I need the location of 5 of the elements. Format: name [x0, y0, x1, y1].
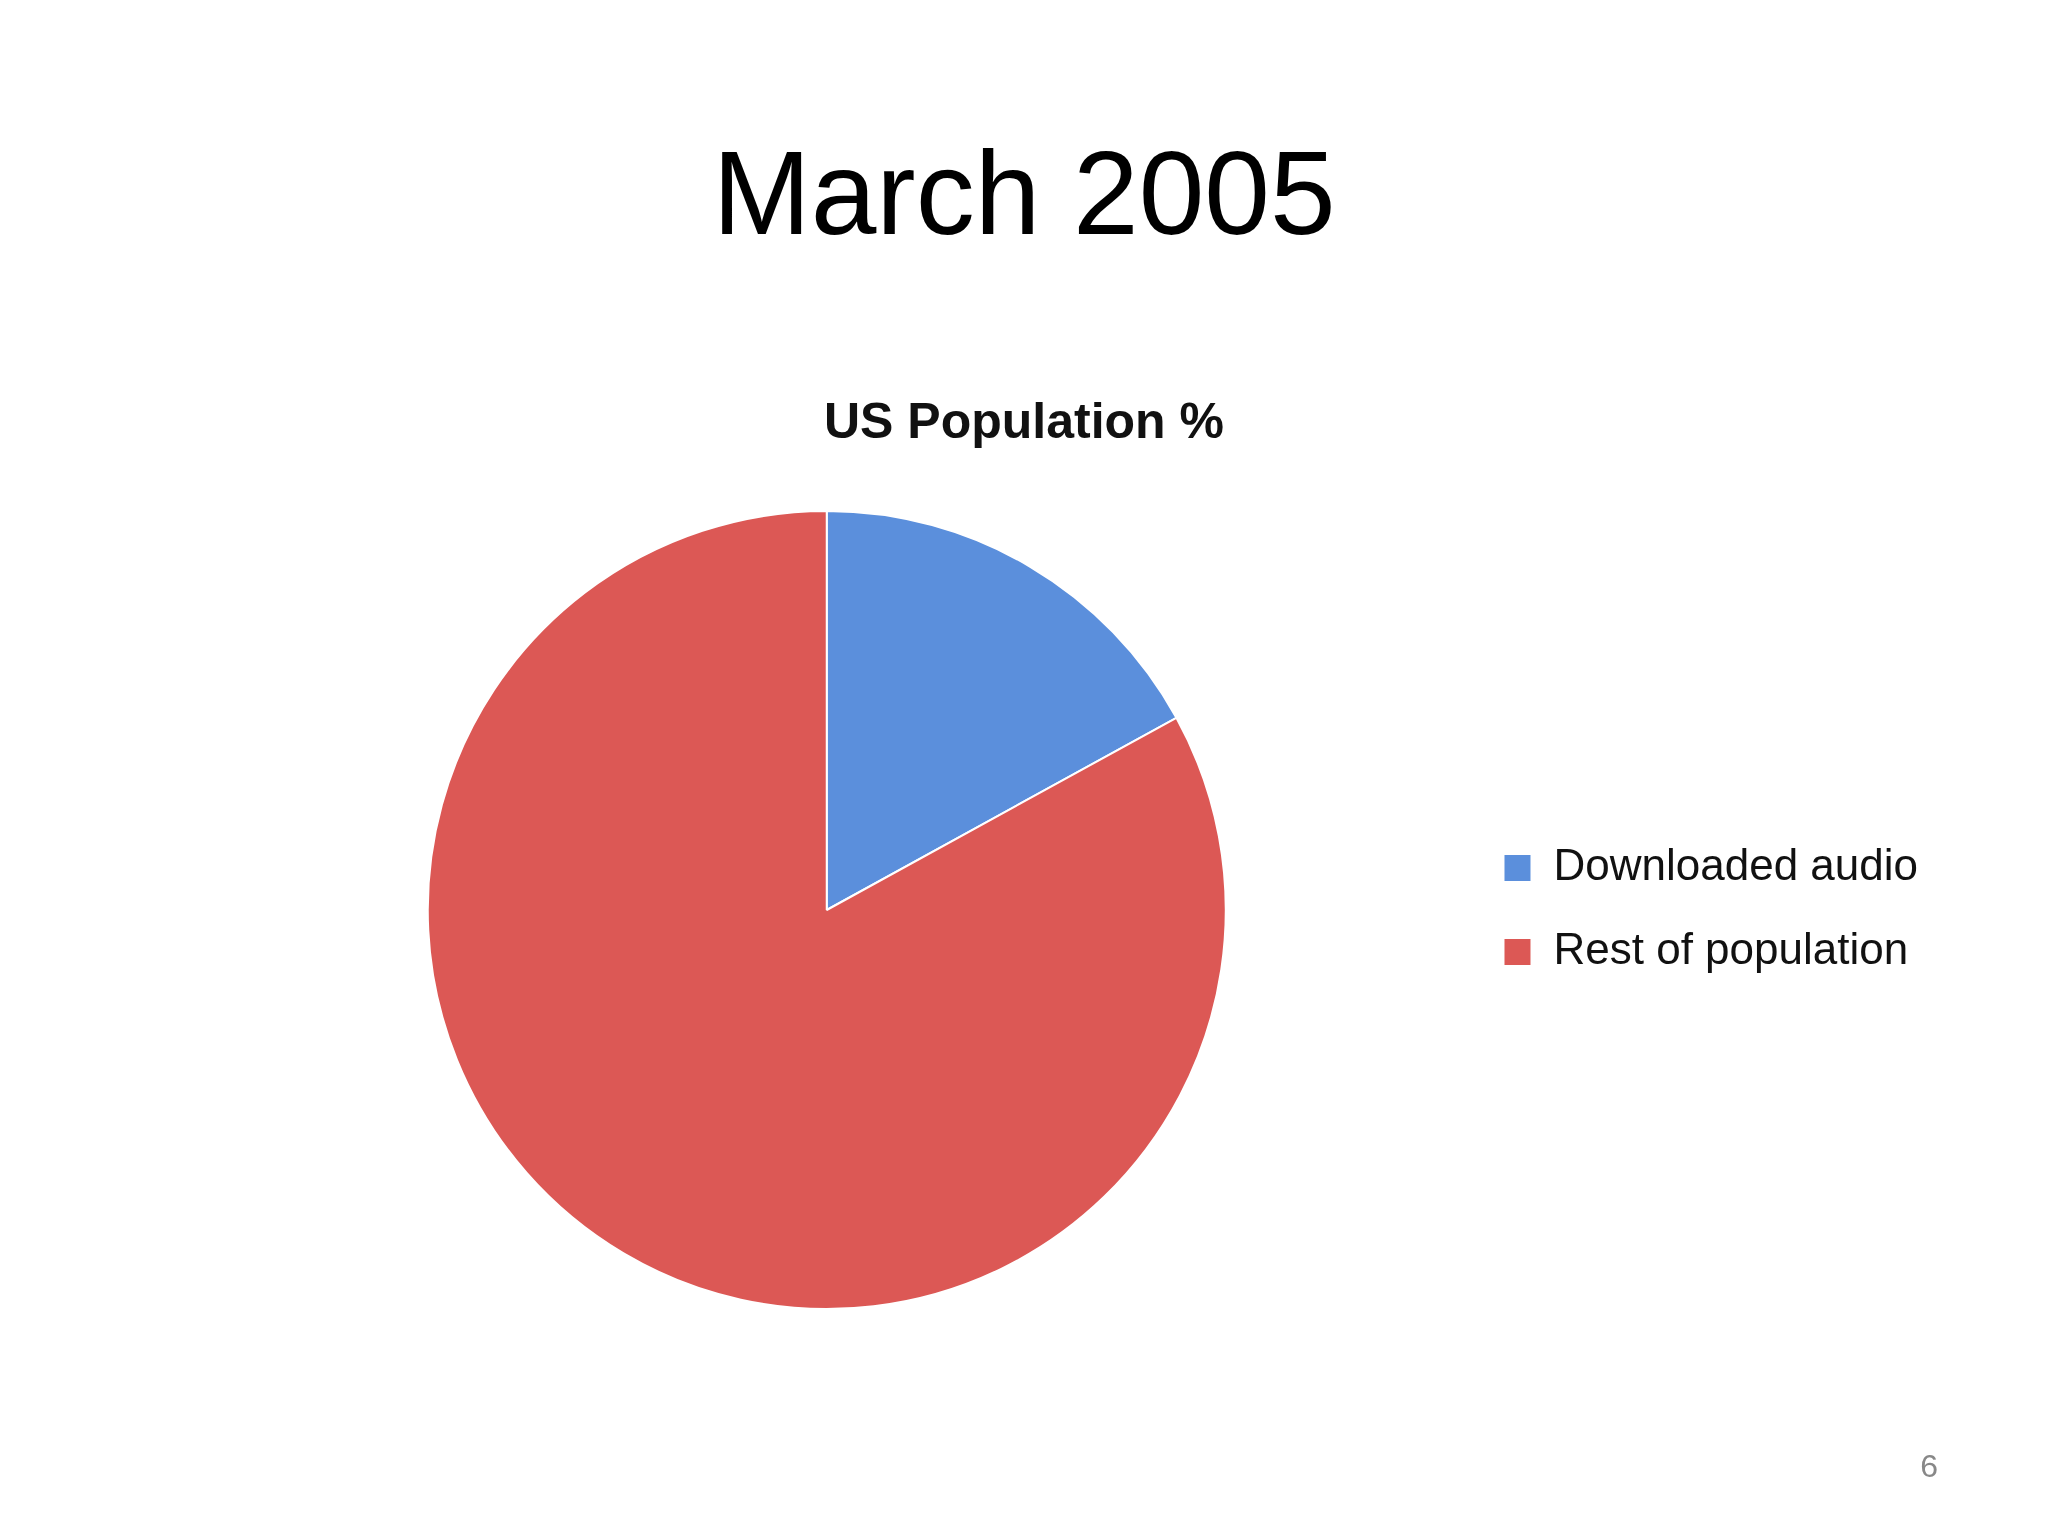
- chart-title: March 2005: [711, 126, 1337, 261]
- legend-label: Downloaded audio: [1553, 840, 1919, 890]
- chart-subtitle: US Population %: [823, 392, 1225, 450]
- text: 6: [1920, 1448, 1938, 1485]
- legend-label: Rest of population: [1553, 924, 1909, 974]
